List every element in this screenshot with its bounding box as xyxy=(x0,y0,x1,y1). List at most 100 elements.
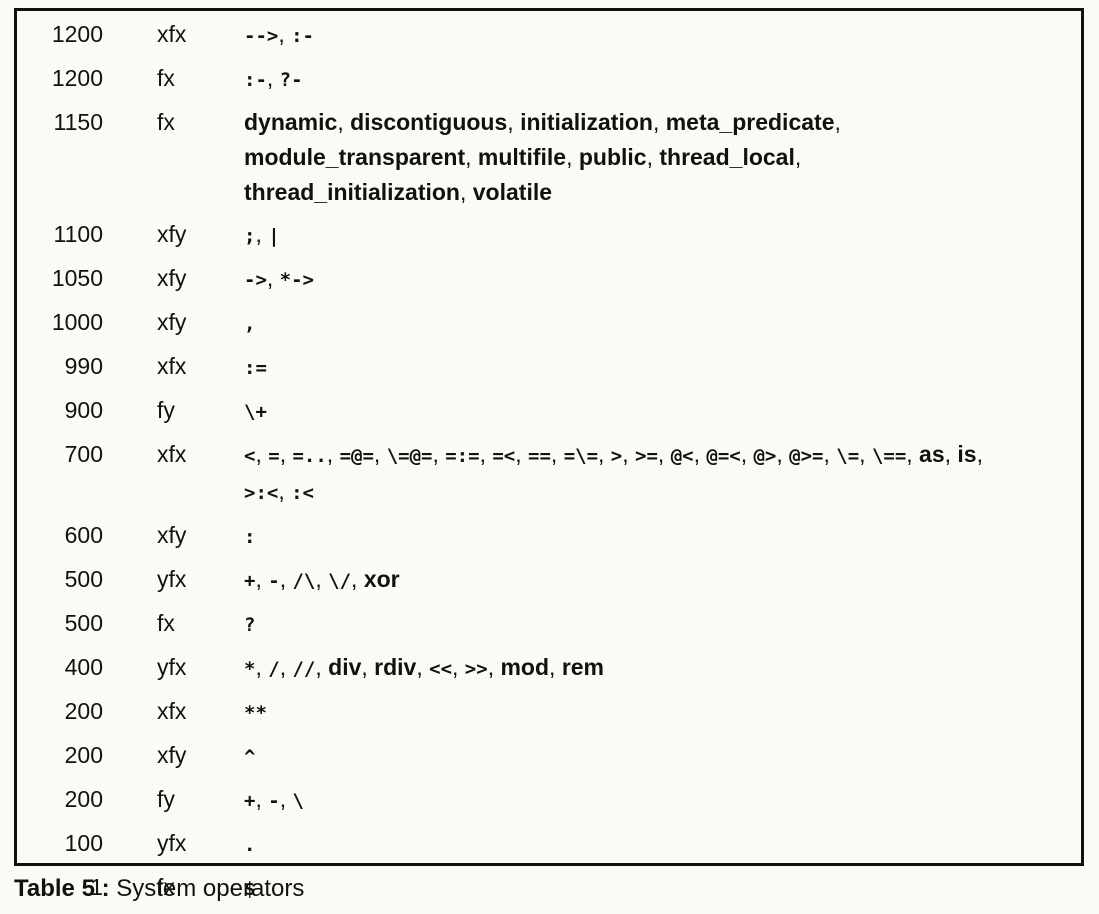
operator-token: =@= xyxy=(339,445,374,467)
operator-token: >:< xyxy=(244,482,279,504)
operators-cell: <, =, =.., =@=, \=@=, =:=, =<, ==, =\=, … xyxy=(244,437,1081,518)
operators-cell: ** xyxy=(244,694,1081,738)
priority-cell: 600 xyxy=(64,522,103,548)
table-row: 1100 xfy ;, | xyxy=(17,217,1081,261)
operator-separator: , xyxy=(266,265,280,291)
operator-separator: , xyxy=(315,654,329,680)
operator-separator: , xyxy=(794,144,802,170)
operator-separator: , xyxy=(549,654,562,680)
operator-token: =:= xyxy=(445,445,480,467)
operator-token: volatile xyxy=(472,179,553,205)
table-row: 200 fy +, -, \ xyxy=(17,782,1081,826)
operator-separator: , xyxy=(278,21,292,47)
operator-separator: , xyxy=(598,441,611,467)
operator-token: $ xyxy=(244,878,256,900)
operator-separator: , xyxy=(279,566,293,592)
operator-token: == xyxy=(528,445,551,467)
priority-cell: 200 xyxy=(64,698,103,724)
operator-token: ? xyxy=(244,614,256,636)
operator-token: @> xyxy=(753,445,777,467)
operator-token: \ xyxy=(292,790,304,812)
table-row: 1200 fx:-, ?- xyxy=(17,61,1081,105)
type-cell: yfx xyxy=(157,566,187,592)
type-cell: fx xyxy=(157,65,175,91)
table-row: 1 fx $ xyxy=(17,870,1081,914)
priority-cell: 500 xyxy=(64,566,103,592)
operator-separator: , xyxy=(255,654,269,680)
operator-separator: , xyxy=(646,144,660,170)
type-cell: xfy xyxy=(157,221,187,247)
table-row: 990 xfx := xyxy=(17,349,1081,393)
operator-separator: , xyxy=(266,65,280,91)
operator-token: - xyxy=(268,790,280,812)
operator-separator: , xyxy=(416,654,430,680)
operator-separator: , xyxy=(859,441,872,467)
operator-separator: , xyxy=(652,109,666,135)
operator-separator: , xyxy=(373,441,387,467)
operator-separator: , xyxy=(566,144,579,170)
priority-cell: 1200 xyxy=(51,21,103,47)
operator-token: \+ xyxy=(244,401,267,423)
operators-cell: ? xyxy=(244,606,1081,650)
table-row: 1150 fx dynamic, discontiguous, initializa… xyxy=(17,105,1081,217)
operator-token: . xyxy=(244,834,256,856)
table-row: 100 yfx. xyxy=(17,826,1081,870)
operators-cell: ;, | xyxy=(244,217,1081,261)
type-cell: xfx xyxy=(157,698,187,724)
operators-cell: := xyxy=(244,349,1081,393)
operator-token: / xyxy=(268,658,280,680)
operator-separator: , xyxy=(906,441,920,467)
priority-cell: 500 xyxy=(64,610,103,636)
priority-cell: 1 xyxy=(90,874,103,900)
type-cell: xfy xyxy=(157,742,187,768)
type-cell: xfy xyxy=(157,309,187,335)
type-cell: xfy xyxy=(157,265,187,291)
operator-token: --> xyxy=(244,25,279,47)
operator-separator: , xyxy=(278,478,292,504)
priority-cell: 1150 xyxy=(53,109,103,135)
operator-separator: , xyxy=(351,566,364,592)
operator-token: public xyxy=(578,144,647,170)
operator-separator: , xyxy=(337,109,351,135)
operator-separator: , xyxy=(452,654,465,680)
operator-token: \/ xyxy=(328,570,352,592)
operator-token: , xyxy=(244,313,256,335)
operator-token: @< xyxy=(670,445,694,467)
priority-cell: 1050 xyxy=(51,265,103,291)
operator-separator: , xyxy=(479,441,493,467)
table-row: 200 xfx ** xyxy=(17,694,1081,738)
table-row: 400 yfx *, /, //, div, rdiv, <<, >>, mod, … xyxy=(17,650,1081,694)
operator-separator: , xyxy=(776,441,790,467)
operator-separator: , xyxy=(255,786,269,812)
operator-token: > xyxy=(610,445,623,467)
operators-cell: +, -, /\, \/, xor xyxy=(244,562,1081,606)
operator-table-frame: 1200 xfx -->, :- 1200 fx:-, ?- 1150 fx dynamic,… xyxy=(14,8,1084,900)
type-cell: xfx xyxy=(157,353,187,379)
operator-token: is xyxy=(957,441,977,467)
type-cell: fx xyxy=(157,610,175,636)
operator-token: module_transparent xyxy=(244,144,466,170)
operator-token: := xyxy=(244,357,267,379)
operator-separator: , xyxy=(622,441,636,467)
table-row: 600 xfy: xyxy=(17,518,1081,562)
type-cell: xfy xyxy=(157,522,187,548)
operator-token: \= xyxy=(836,445,860,467)
priority-cell: 1100 xyxy=(53,221,103,247)
table-row: 700 xfx <, =, =.., =@=, \=@=, =:=, =<, ==,… xyxy=(17,437,1081,518)
operator-separator: , xyxy=(459,179,473,205)
operators-cell: \+ xyxy=(244,393,1081,437)
operator-separator: , xyxy=(465,144,478,170)
operator-token: \== xyxy=(871,445,907,467)
operator-token: | xyxy=(268,225,280,247)
operator-token: @=< xyxy=(706,445,741,467)
operators-cell: $ xyxy=(244,870,1081,914)
priority-cell: 400 xyxy=(64,654,103,680)
operator-token: < xyxy=(244,445,256,467)
operator-token: + xyxy=(244,790,256,812)
operator-token: // xyxy=(292,658,316,680)
operator-token: meta_predicate xyxy=(665,109,835,135)
operator-token: - xyxy=(268,570,280,592)
operators-cell: +, -, \ xyxy=(244,782,1081,826)
priority-cell: 900 xyxy=(64,397,103,423)
priority-cell: 990 xyxy=(64,353,103,379)
